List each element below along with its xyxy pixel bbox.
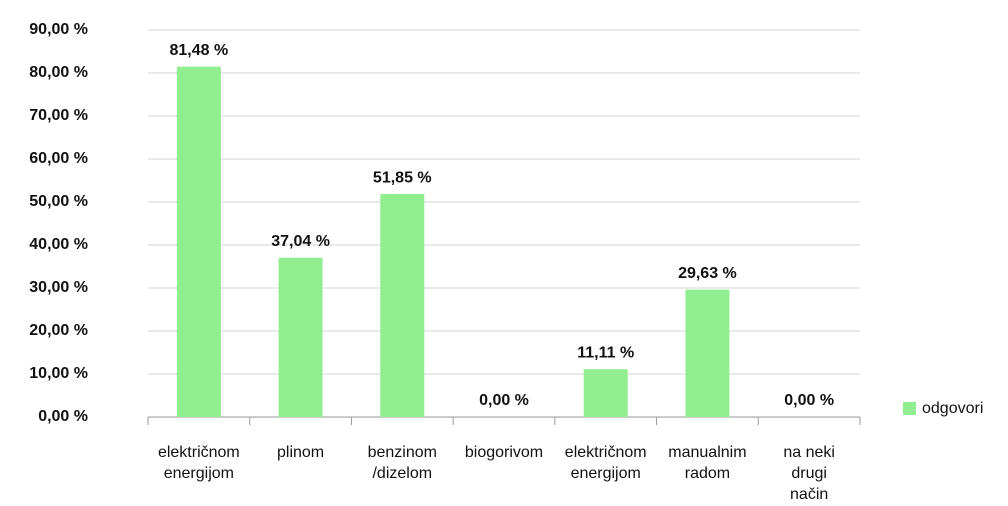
y-tick-label: 50,00 % <box>29 193 88 210</box>
legend-swatch <box>903 402 916 415</box>
x-tick-label: električnom energijom <box>565 444 647 482</box>
y-tick-label: 80,00 % <box>29 64 88 81</box>
x-tick-label: plinom <box>277 444 324 461</box>
data-label: 0,00 % <box>479 392 529 409</box>
y-tick-label: 40,00 % <box>29 236 88 253</box>
legend-label: odgovori <box>922 400 983 417</box>
bar <box>583 369 628 417</box>
y-tick-label: 70,00 % <box>29 107 88 124</box>
bar <box>176 66 221 418</box>
bar <box>278 257 323 417</box>
bar <box>380 194 425 417</box>
x-tick-label: na neki drugi način <box>783 444 835 503</box>
y-tick-label: 60,00 % <box>29 150 88 167</box>
x-tick-label: biogorivom <box>465 444 543 461</box>
y-tick-label: 0,00 % <box>38 408 88 425</box>
y-tick-label: 20,00 % <box>29 322 88 339</box>
data-label: 81,48 % <box>169 42 228 59</box>
bar <box>685 289 730 417</box>
data-label: 37,04 % <box>271 233 330 250</box>
y-tick-label: 30,00 % <box>29 279 88 296</box>
data-label: 51,85 % <box>373 169 432 186</box>
data-label: 11,11 % <box>577 344 634 361</box>
y-tick-label: 10,00 % <box>29 365 88 382</box>
y-tick-label: 90,00 % <box>29 21 88 38</box>
x-tick-label: električnom energijom <box>158 444 240 482</box>
data-label: 0,00 % <box>784 392 834 409</box>
x-tick-label: manualnim radom <box>668 444 746 482</box>
data-label: 29,63 % <box>678 265 737 282</box>
x-tick-label: benzinom/dizelom <box>368 444 437 482</box>
